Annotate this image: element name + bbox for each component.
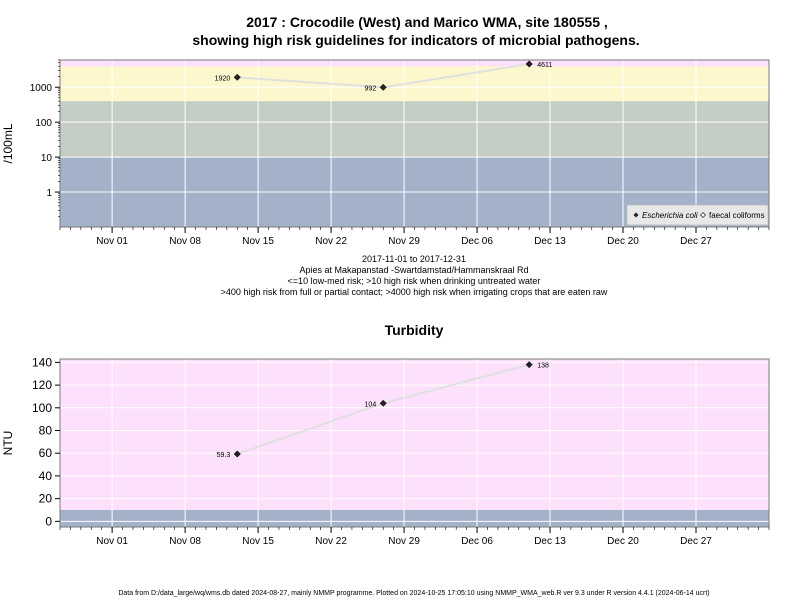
x-tick-label: Dec 27 (680, 236, 712, 247)
y-axis-label: /100mL (1, 123, 15, 163)
y-tick-label: 1000 (30, 83, 53, 94)
chart-title-line2: showing high risk guidelines for indicat… (192, 32, 639, 48)
caption-line-2: <=10 low-med risk; >10 high risk when dr… (288, 276, 541, 286)
data-label: 104 (365, 401, 377, 408)
caption-line-0: 2017-11-01 to 2017-12-31 (362, 254, 466, 264)
y-tick-label: 100 (32, 401, 52, 415)
data-point (233, 73, 241, 81)
x-tick-label: Nov 08 (169, 536, 201, 547)
risk-band-1 (60, 359, 769, 510)
x-tick-label: Nov 15 (242, 236, 274, 247)
x-tick-label: Dec 13 (534, 536, 566, 547)
risk-band-0 (60, 509, 769, 527)
turbidity-panel: Turbidity 0 20 40 60 80 100 120 140 Nov 01 Nov 08 N… (1, 322, 770, 547)
y-tick-label: 20 (39, 492, 53, 506)
data-point (379, 399, 387, 407)
risk-band-3 (60, 60, 769, 67)
x-tick-label: Nov 22 (315, 236, 347, 247)
x-tick-label: Dec 13 (534, 236, 566, 247)
legend-entry-faecal: faecal coliforms (709, 211, 765, 220)
x-tick-label: Nov 08 (169, 236, 201, 247)
caption-line-3: >400 high risk from full or partial cont… (221, 287, 608, 297)
data-point (233, 450, 241, 458)
risk-band-2 (60, 66, 769, 102)
x-tick-label: Nov 29 (388, 236, 420, 247)
y-tick-label: 1 (46, 188, 52, 199)
y-axis-label: NTU (1, 431, 15, 456)
legend-entry-ecoli: Escherichia coli (642, 211, 698, 220)
panel-title: Turbidity (385, 322, 444, 338)
y-tick-label: 140 (32, 355, 52, 369)
legend-box (626, 204, 769, 226)
data-label: 1920 (215, 75, 231, 82)
legend-marker-faecal (700, 212, 706, 218)
y-tick-label: 80 (39, 424, 53, 438)
x-tick-label: Nov 22 (315, 536, 347, 547)
y-tick-label: 60 (39, 446, 53, 460)
x-tick-label: Nov 01 (96, 536, 128, 547)
x-tick-label: Nov 01 (96, 236, 128, 247)
x-tick-label: Dec 06 (461, 236, 493, 247)
y-tick-label: 10 (41, 153, 53, 164)
y-tick-label: 0 (45, 514, 52, 528)
footer-note: Data from D:/data_large/wq/wms.db dated … (118, 590, 709, 597)
ecoli-panel: 1 10 100 1000 Nov 01 Nov 08 Nov 15 Nov 22 Nov 29… (1, 59, 770, 297)
data-point (379, 83, 387, 91)
x-tick-label: Dec 06 (461, 536, 493, 547)
chart-title-line1: 2017 : Crocodile (West) and Marico WMA, … (246, 14, 608, 30)
data-label: 59.3 (217, 452, 231, 459)
x-tick-label: Dec 20 (607, 236, 639, 247)
data-point (525, 361, 533, 369)
x-tick-label: Dec 20 (607, 536, 639, 547)
x-tick-label: Dec 27 (680, 536, 712, 547)
legend-marker-ecoli (633, 212, 639, 218)
y-tick-label: 100 (35, 118, 52, 129)
y-tick-label: 120 (32, 378, 52, 392)
data-point (525, 60, 533, 68)
y-tick-label: 40 (39, 469, 53, 483)
caption-line-1: Apies at Makapanstad -Swartdamstad/Hamma… (299, 265, 528, 275)
data-label: 4611 (537, 62, 552, 69)
x-tick-label: Nov 29 (388, 536, 420, 547)
data-label: 992 (365, 85, 377, 92)
x-tick-label: Nov 15 (242, 536, 274, 547)
data-label: 138 (537, 363, 549, 370)
risk-band-1 (60, 101, 769, 158)
